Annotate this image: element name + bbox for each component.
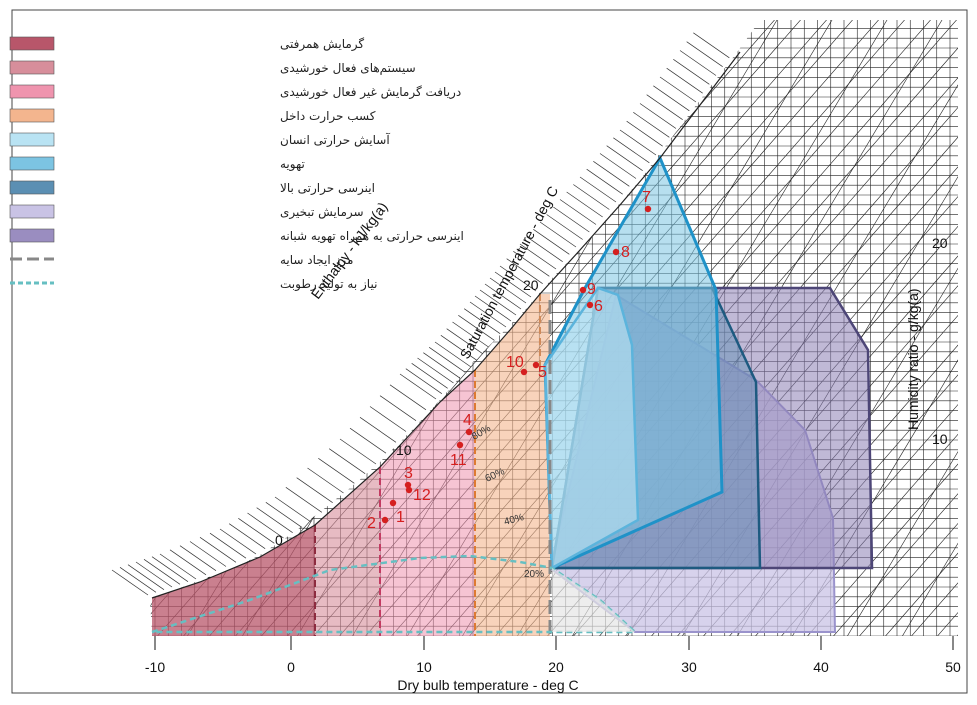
legend-label: تهویه — [280, 157, 305, 172]
data-point-label: 9 — [587, 281, 596, 298]
saturation-tick: 20 — [523, 277, 539, 293]
legend-label: کسب حرارت داخل — [280, 109, 376, 124]
legend-label: آسایش حرارتی انسان — [280, 132, 390, 148]
legend-label: سرمایش تبخیری — [280, 205, 364, 220]
data-point-marker — [404, 481, 412, 489]
x-axis-title: Dry bulb temperature - deg C — [397, 677, 578, 693]
data-point-marker — [389, 499, 397, 507]
legend-swatch — [9, 84, 55, 99]
x-tick: 50 — [945, 659, 961, 675]
legend-label: دریافت گرمایش غیر فعال خورشیدی — [280, 85, 461, 100]
legend-label: اینرسی حرارتی بالا — [280, 181, 375, 196]
humidity-tick: 10 — [932, 431, 948, 447]
data-point-label: 4 — [463, 412, 472, 429]
data-point-label: 1 — [396, 509, 405, 526]
legend-label: اینرسی حرارتی به همراه تهویه شبانه — [280, 229, 464, 244]
legend: گرمایش همرفتی سیستم‌های فعال خورشیدی دریاف… — [9, 36, 464, 292]
data-point-marker — [644, 205, 652, 213]
data-point-marker — [612, 248, 620, 256]
saturation-curve — [151, 51, 741, 599]
data-point-label: 7 — [642, 189, 651, 206]
zone-internal-gains — [475, 294, 550, 636]
zone-passive-solar — [380, 370, 475, 636]
data-point-marker — [520, 368, 528, 376]
x-tick: -10 — [145, 659, 165, 675]
data-point-marker — [465, 428, 473, 436]
data-point-label: 11 — [450, 452, 467, 469]
data-point-marker — [532, 361, 540, 369]
x-tick: 20 — [548, 659, 564, 675]
shade-region-low — [552, 568, 635, 632]
saturation-tick: 0 — [275, 532, 283, 548]
legend-swatch — [9, 180, 55, 195]
legend-swatch — [9, 108, 55, 123]
data-point-marker — [405, 486, 413, 494]
legend-swatch — [9, 156, 55, 171]
enthalpy-scale-hatch — [111, 32, 730, 596]
data-point-marker — [579, 286, 587, 294]
rh-label: 20% — [524, 569, 544, 580]
data-point-marker — [381, 516, 389, 524]
data-point-marker — [586, 301, 594, 309]
data-point-label: 6 — [594, 298, 603, 315]
data-point-label: 2 — [367, 515, 376, 532]
data-point-label: 12 — [413, 487, 431, 504]
zone-convective-heating — [152, 525, 315, 636]
zone-dividers — [314, 294, 541, 636]
legend-label: نیاز به تولید رطوبت — [280, 277, 377, 292]
x-tick: 10 — [416, 659, 432, 675]
legend-swatch — [9, 60, 55, 75]
legend-swatch — [9, 204, 55, 219]
chart-border — [11, 9, 968, 694]
data-point-label: 8 — [621, 244, 630, 261]
data-point-marker — [456, 441, 464, 449]
legend-swatch — [9, 36, 55, 51]
x-tick: 0 — [287, 659, 295, 675]
legend-swatch — [9, 132, 55, 147]
legend-label: سیستم‌های فعال خورشیدی — [280, 61, 416, 76]
legend-label: مرز ایجاد سایه — [280, 253, 353, 268]
humidity-tick: 20 — [932, 235, 948, 251]
x-tick: 30 — [681, 659, 697, 675]
humidity-axis-title: Humidity ratio - g/kg(a) — [905, 288, 921, 430]
zone-active-solar — [315, 467, 380, 636]
legend-label: گرمایش همرفتی — [280, 37, 364, 52]
x-axis-ticks: -10 0 10 20 30 40 50 — [145, 636, 961, 675]
data-points: 1 2 3 4 5 6 7 8 9 10 11 12 — [367, 189, 652, 532]
legend-swatch — [9, 228, 55, 243]
data-point-label: 3 — [404, 465, 413, 482]
rh-label: 40% — [503, 512, 525, 528]
x-tick: 40 — [813, 659, 829, 675]
saturation-tick: 10 — [396, 442, 412, 458]
data-point-label: 5 — [538, 364, 547, 381]
data-point-label: 10 — [506, 354, 524, 371]
